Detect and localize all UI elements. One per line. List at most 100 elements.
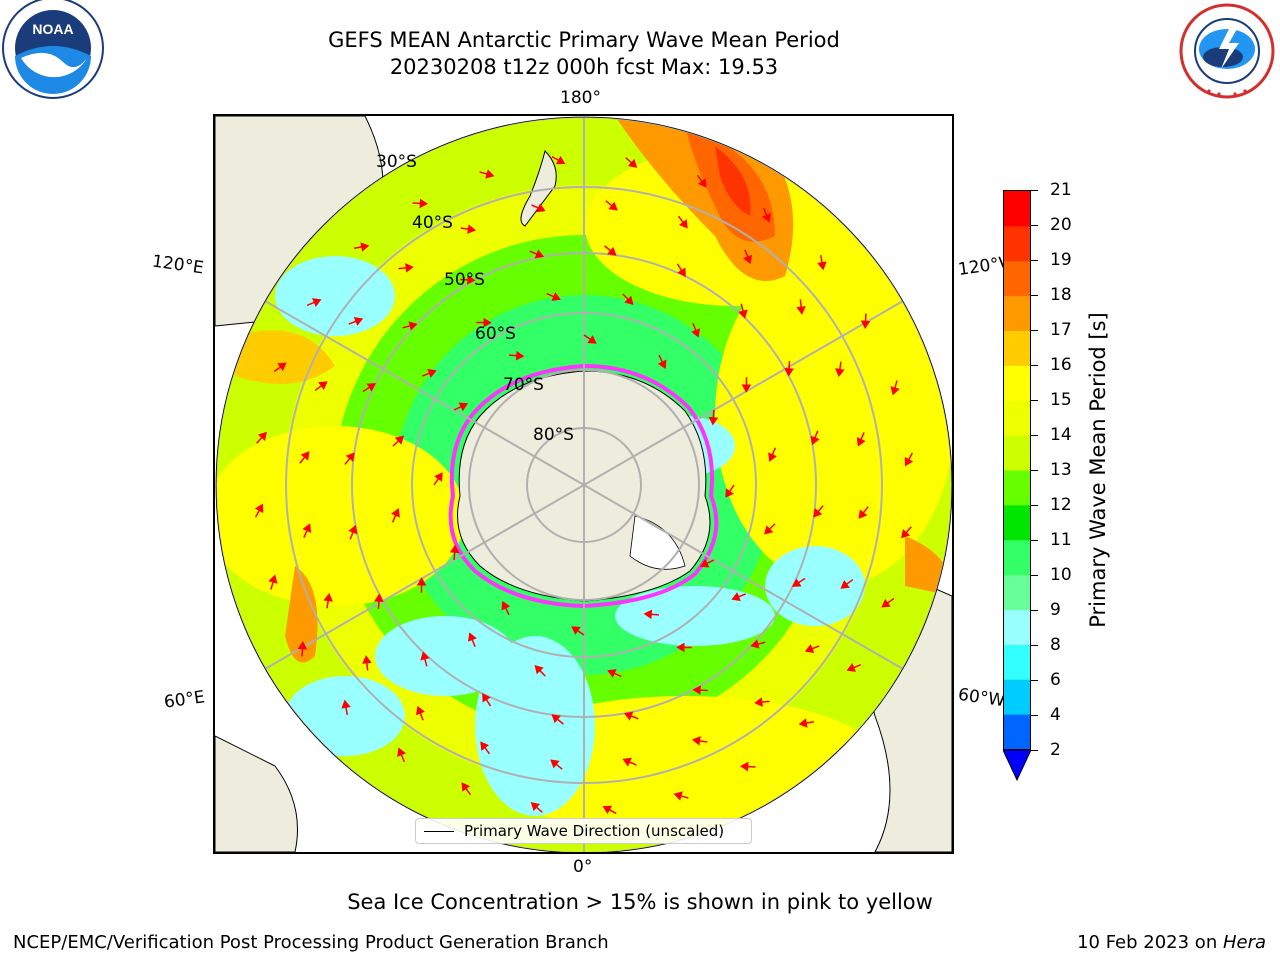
wave-arrow-head [374,593,384,602]
wave-arrow-head [366,383,376,392]
lat-label-40s: 40°S [412,213,453,233]
wave-arrow-head [731,592,741,602]
wave-arrow-head [467,275,476,285]
lat-label-80s: 80°S [533,425,574,445]
nws-logo [1179,3,1275,99]
colorbar-tick-mark [1031,575,1038,576]
wave-arrow-head [890,386,900,396]
colorbar-swatch [1004,504,1030,541]
wave-arrow-head [277,362,287,372]
wave-arrow-head [627,158,638,168]
wave-arrow-head [740,761,749,772]
lon-label-60w: 60°W [956,684,1007,712]
colorbar-tick-mark [1031,610,1038,611]
colorbar-swatch [1004,295,1030,331]
footer-date: 10 Feb 2023 on Hera [1077,932,1266,953]
colorbar-tick-mark [1031,750,1038,751]
map-panel [213,114,954,854]
wave-arrow-head [699,558,710,568]
wave-arrow-head [467,224,477,234]
wave-arrow-head [420,651,430,661]
wave-arrow-head [416,577,427,586]
wave-arrow-head [677,267,686,277]
colorbar-tick-label: 16 [1050,355,1072,375]
antarctic-ice-shelf [629,515,686,570]
lon-label-0: 0° [573,857,593,877]
wave-arrow-head [341,699,351,709]
wave-arrow-head [754,697,763,707]
wave-arrow-head [761,213,771,223]
colorbar-tick-mark [1031,295,1038,296]
colorbar-extend-triangle [1003,750,1031,782]
wave-arrow-head [323,592,333,602]
colorbar-swatches [1004,191,1030,750]
colorbar-swatch [1004,330,1030,366]
colorbar-tick-mark [1031,260,1038,261]
colorbar-tick-label: 11 [1050,530,1072,550]
wave-arrow-head [608,201,618,211]
colorbar-swatch [1004,435,1030,471]
wave-arrow-head [449,544,460,554]
wave-arrow-head [817,261,827,271]
colorbar-swatch [1004,609,1030,645]
wave-arrow-head [691,736,701,746]
wave-arrow-head [725,488,734,498]
lat-label-60s: 60°S [475,324,516,344]
colorbar-tick-label: 4 [1050,705,1061,725]
colorbar-tick-label: 12 [1050,495,1072,515]
wave-arrow-head [362,655,372,664]
colorbar-tick-label: 17 [1050,320,1072,340]
wave-arrow-head [798,718,808,728]
wave-arrow-head [391,508,400,518]
wave-arrow-head [302,523,312,533]
wave-arrow-head [397,747,407,757]
wave-arrow-head [804,644,815,654]
colorbar-swatch [1004,365,1030,401]
colorbar-label: Primary Wave Mean Period [s] [1086,312,1110,628]
wave-arrow-head [408,321,418,331]
wave-arrow-head [467,632,477,642]
wave-arrow-head [813,508,823,518]
map-boundary [215,116,952,852]
wave-arrow-head [840,579,850,589]
colorbar-swatch [1004,644,1030,680]
wave-arrow-head [858,509,868,519]
wave-arrow-head [534,665,544,675]
wave-arrow-head [300,451,310,461]
noaa-logo-text: NOAA [32,21,73,37]
colorbar-tick-label: 2 [1050,740,1061,760]
wave-arrow-head [901,528,911,539]
colorbar-swatch [1004,470,1030,506]
wave-arrow-head [856,437,866,447]
lon-label-180: 180° [560,88,601,108]
colorbar-tick-mark [1031,680,1038,681]
colorbar-swatch [1004,539,1030,576]
wave-arrow-head [708,416,719,426]
wave-arrow-head [485,169,495,179]
noaa-logo: NOAA [2,0,104,99]
wave-arrow-head [551,714,561,724]
chart-title: GEFS MEAN Antarctic Primary Wave Mean Pe… [328,28,840,52]
wave-arrow-head [536,203,546,213]
colorbar-swatch [1004,574,1030,610]
wave-arrow-head [480,741,490,751]
footer-producer: NCEP/EMC/Verification Post Processing Pr… [13,932,609,953]
wave-arrow-head [657,359,667,370]
graticule [216,117,952,852]
map-canvas [215,116,952,852]
colorbar-tick-label: 20 [1050,215,1072,235]
colorbar-tick-label: 15 [1050,390,1072,410]
wave-arrow-head [587,335,597,344]
wave-arrow-head [501,600,511,611]
colorbar-tick-mark [1031,645,1038,646]
wave-arrow-head [624,295,634,305]
wave-arrow-head [458,402,469,412]
colorbar-tick-mark [1031,470,1038,471]
colorbar-swatch [1004,714,1030,750]
colorbar-tick-label: 9 [1050,600,1061,620]
wave-arrow-head [678,219,688,229]
colorbar-tick-label: 10 [1050,565,1072,585]
wave-arrow-head [904,456,914,467]
wave-arrow-head [784,368,794,377]
wave-arrow-head [415,705,425,716]
